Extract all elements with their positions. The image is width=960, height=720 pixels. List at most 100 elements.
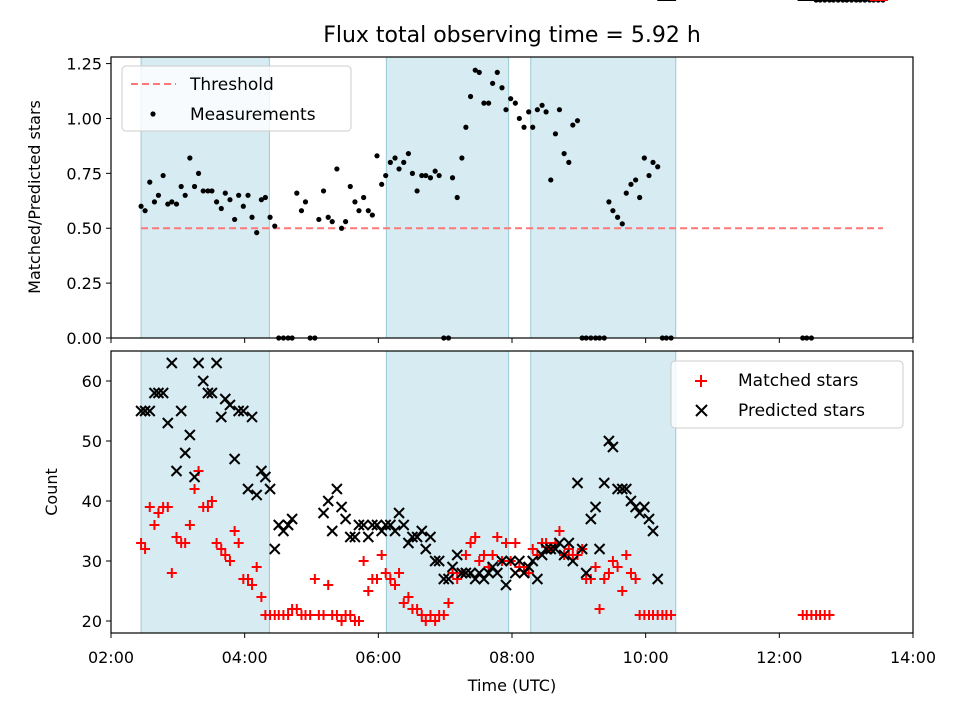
predicted-star-stroke-b (402, 537, 415, 549)
matched-star-marker (430, 616, 441, 626)
matched-star-marker (416, 610, 427, 620)
predicted-star-marker (317, 507, 330, 519)
measurement-point (655, 164, 661, 170)
bottom-legend-box (670, 360, 904, 429)
predicted-star-marker (545, 543, 557, 555)
top-legend-box (121, 65, 352, 132)
y-tick-label: 20 (82, 612, 102, 631)
predicted-star-marker (192, 357, 205, 369)
matched-star-marker (425, 610, 436, 620)
predicted-star-stroke-b (482, 567, 495, 579)
predicted-star-marker (202, 387, 214, 399)
predicted-star-marker (580, 567, 592, 579)
y-tick-label: 0.50 (66, 219, 102, 238)
matched-star-marker (140, 544, 151, 554)
matched-star-marker (305, 610, 316, 620)
predicted-star-stroke-b (567, 555, 579, 567)
bottom-x-ticks: 02:00 04:00 06:00 08:00 10:00 12:00 14:00 (88, 633, 936, 667)
matched-star-marker (345, 610, 356, 620)
measurement-point (619, 221, 625, 227)
predicted-star-stroke-b (553, 537, 566, 549)
predicted-star-stroke-b (571, 477, 584, 489)
measurement-point (155, 192, 162, 198)
matched-star-marker (572, 550, 583, 560)
predicted-star-stroke-b (589, 501, 602, 513)
matched-star-marker (585, 574, 596, 584)
predicted-star-stroke-b (491, 567, 504, 579)
measurement-point (352, 199, 358, 205)
matched-star-marker (510, 538, 521, 548)
predicted-star-marker (469, 573, 481, 585)
measurement-point (200, 188, 206, 194)
measurement-point (614, 214, 621, 220)
predicted-star-stroke-b (192, 357, 205, 369)
legend-predicted-label: Predicted stars (738, 401, 865, 421)
measurement-point (182, 192, 188, 198)
measurement-point (552, 131, 559, 137)
matched-star-marker (136, 538, 147, 548)
predicted-star-stroke-b (210, 357, 223, 369)
measurement-point (374, 153, 380, 159)
measurement-point (342, 219, 349, 225)
matched-star-marker (323, 580, 334, 590)
predicted-star-marker (513, 555, 526, 567)
predicted-star-stroke-b (464, 567, 477, 579)
matched-star-marker (189, 484, 200, 494)
matched-star-marker (666, 610, 677, 620)
predicted-star-stroke-b (398, 519, 410, 531)
y-tick-label: 30 (82, 552, 102, 571)
matched-star-marker (554, 526, 565, 536)
predicted-star-marker (598, 477, 610, 489)
predicted-star-marker (250, 489, 263, 501)
measurement-point (325, 214, 331, 220)
predicted-star-stroke-b (438, 573, 450, 585)
predicted-star-marker (224, 399, 236, 411)
top-panel: 0.00 0.25 0.50 0.75 1.00 1.25 Matched/Predict… (25, 0, 914, 348)
matched-star-marker (256, 592, 267, 602)
measurement-point (169, 199, 175, 205)
measurement-point (472, 67, 478, 73)
predicted-star-marker (611, 483, 624, 495)
predicted-star-marker (269, 543, 281, 555)
measurement-point (151, 199, 158, 205)
measurement-point (476, 69, 482, 75)
measurement-point (512, 100, 518, 106)
measurement-point (195, 170, 202, 176)
predicted-star-stroke-b (389, 525, 401, 537)
predicted-star-stroke-b (353, 519, 365, 531)
matched-star-marker (371, 574, 382, 584)
measurement-point (503, 107, 509, 113)
matched-star-marker (153, 508, 164, 518)
measurement-point (566, 159, 572, 165)
measurement-point (272, 223, 278, 229)
predicted-star-marker (603, 435, 615, 447)
predicted-star-marker (349, 531, 361, 543)
predicted-star-stroke-b (175, 405, 187, 417)
measurement-point (610, 208, 616, 214)
matched-star-marker (336, 616, 347, 626)
x-tick-label: 12:00 (756, 648, 802, 667)
predicted-star-marker (326, 525, 338, 537)
predicted-star-stroke-b (523, 561, 535, 573)
predicted-star-stroke-b (496, 555, 508, 567)
predicted-star-stroke-b (469, 573, 481, 585)
measurement-point (570, 122, 576, 128)
predicted-star-stroke-b (219, 393, 231, 405)
matched-star-marker (394, 568, 405, 578)
measurement-point (526, 109, 532, 115)
predicted-star-marker (398, 519, 410, 531)
predicted-star-marker (215, 411, 227, 423)
predicted-star-marker (389, 525, 401, 537)
matched-star-marker (283, 610, 294, 620)
predicted-star-stroke-b (135, 405, 147, 417)
measurement-point (218, 205, 224, 212)
measurement-point (486, 100, 492, 106)
predicted-star-marker (527, 555, 539, 567)
predicted-star-marker (482, 567, 495, 579)
predicted-star-stroke-b (162, 417, 174, 429)
observing-interval-shading (140, 350, 677, 634)
predicted-star-marker (553, 537, 566, 549)
measurement-point (414, 188, 420, 194)
matched-star-marker (824, 610, 835, 620)
